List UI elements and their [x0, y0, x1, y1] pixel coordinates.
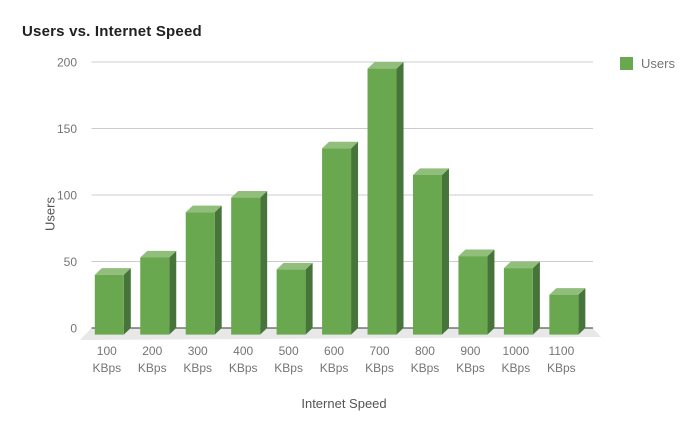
x-tick-label: 600 KBps — [320, 344, 349, 375]
bar-top-face — [549, 288, 586, 295]
y-tick-label: 0 — [70, 322, 77, 336]
bar-top-face — [140, 250, 177, 258]
bar-side-face — [487, 249, 495, 335]
bar-top-face — [367, 62, 404, 69]
x-tick-label: 500 KBps — [274, 344, 303, 375]
bar-1000-kbps[interactable] — [503, 261, 540, 335]
y-tick-label: 50 — [64, 255, 78, 269]
bar-top-face — [458, 249, 495, 257]
bar-top-face — [276, 262, 313, 270]
bar-800-kbps[interactable] — [412, 168, 449, 335]
bar-side-face — [169, 250, 177, 335]
y-axis-title: Users — [42, 197, 58, 231]
x-tick-label: 100 KBps — [92, 344, 121, 375]
bar-side-face — [441, 168, 449, 335]
bar-top-face — [503, 261, 540, 269]
legend-swatch — [620, 57, 633, 70]
chart-title: Users vs. Internet Speed — [22, 23, 202, 40]
bar-100-kbps[interactable] — [94, 268, 131, 335]
x-tick-label: 700 KBps — [365, 344, 394, 375]
bar-top-face — [322, 141, 359, 149]
x-tick-label: 1000 KBps — [502, 344, 531, 375]
x-axis-title: Internet Speed — [301, 396, 387, 411]
bar-300-kbps[interactable] — [185, 205, 222, 335]
y-tick-label: 150 — [57, 122, 77, 136]
bar-side-face — [123, 268, 131, 335]
bar-front-face — [231, 197, 261, 335]
bar-side-face — [351, 141, 359, 335]
bar-front-face — [503, 268, 533, 335]
bar-side-face — [578, 288, 586, 335]
bar-top-face — [231, 191, 268, 198]
bar-top-face — [94, 268, 131, 275]
bar-front-face — [458, 256, 488, 335]
x-tick-label: 200 KBps — [138, 344, 167, 375]
bar-front-face — [322, 148, 352, 335]
bar-900-kbps[interactable] — [458, 249, 495, 335]
legend[interactable]: Users — [620, 56, 675, 71]
bar-700-kbps[interactable] — [367, 62, 404, 335]
bar-front-face — [549, 294, 579, 335]
bar-front-face — [140, 257, 170, 335]
bar-front-face — [412, 175, 442, 335]
bar-top-face — [185, 205, 222, 213]
x-tick-label: 300 KBps — [183, 344, 212, 375]
x-tick-label: 800 KBps — [411, 344, 440, 375]
bar-front-face — [94, 274, 124, 335]
x-tick-label: 900 KBps — [456, 344, 485, 375]
bar-top-face — [412, 168, 449, 175]
bar-front-face — [367, 68, 397, 335]
bar-1100-kbps[interactable] — [549, 288, 586, 335]
bar-front-face — [276, 269, 306, 335]
bar-side-face — [260, 191, 268, 335]
x-tick-label: 400 KBps — [229, 344, 258, 375]
bar-side-face — [305, 262, 313, 335]
bar-front-face — [185, 212, 215, 335]
legend-label: Users — [641, 56, 675, 71]
bar-200-kbps[interactable] — [140, 250, 177, 335]
bar-400-kbps[interactable] — [231, 191, 268, 335]
x-tick-label: 1100 KBps — [547, 344, 576, 375]
y-tick-label: 200 — [57, 56, 77, 70]
bar-side-face — [532, 261, 540, 335]
bar-500-kbps[interactable] — [276, 262, 313, 335]
y-tick-label: 100 — [57, 189, 77, 203]
bar-side-face — [396, 62, 404, 335]
bar-600-kbps[interactable] — [322, 141, 359, 335]
bar-side-face — [214, 205, 222, 335]
